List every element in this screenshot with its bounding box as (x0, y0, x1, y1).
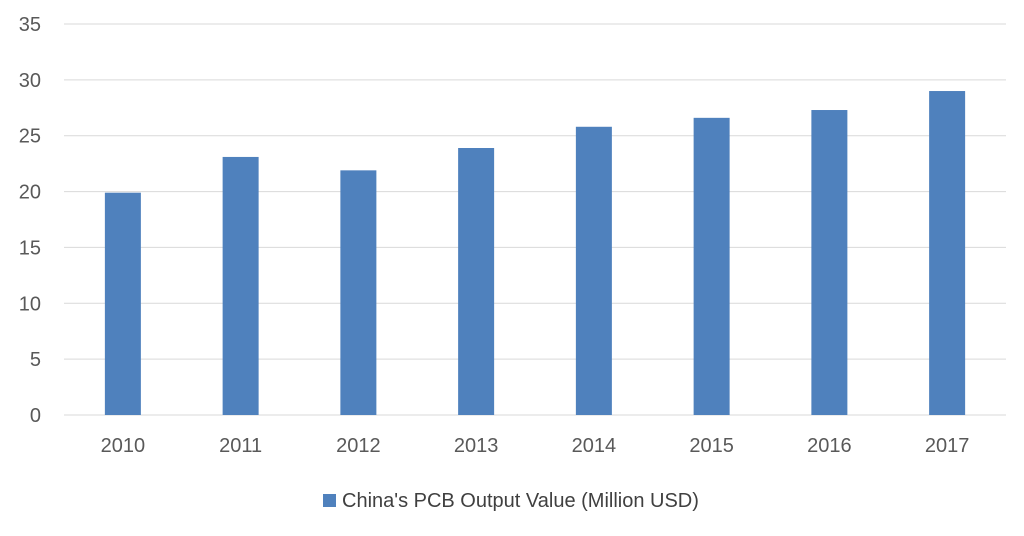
x-tick-label: 2011 (219, 435, 262, 457)
bar-2010[interactable] (104, 192, 141, 415)
y-tick-label: 20 (19, 182, 41, 204)
bar-2015[interactable] (693, 117, 730, 415)
bar-2017[interactable] (929, 91, 966, 416)
x-tick-label: 2014 (572, 435, 617, 457)
y-tick-label: 25 (19, 126, 41, 148)
gridlines (64, 23, 1006, 416)
x-tick-label: 2013 (454, 435, 499, 457)
y-tick-label: 5 (30, 349, 41, 371)
y-tick-label: 15 (19, 237, 41, 259)
bar-2011[interactable] (222, 156, 259, 415)
bar-2014[interactable] (575, 126, 612, 415)
y-tick-label: 10 (19, 293, 41, 315)
x-tick-label: 2015 (689, 435, 734, 457)
x-axis-tick-labels: 2010 2011 2012 2013 2014 2015 2016 2017 (101, 435, 970, 457)
legend-label: China's PCB Output Value (Million USD) (342, 490, 699, 512)
x-tick-label: 2012 (336, 435, 381, 457)
y-tick-label: 0 (30, 405, 41, 427)
x-tick-label: 2017 (925, 435, 970, 457)
x-tick-label: 2016 (807, 435, 852, 457)
y-tick-label: 35 (19, 14, 41, 36)
y-tick-label: 30 (19, 70, 41, 92)
bars (104, 91, 966, 416)
y-axis-tick-labels: 0 5 10 15 20 25 30 35 (19, 14, 41, 427)
bar-2013[interactable] (458, 148, 495, 415)
legend: China's PCB Output Value (Million USD) (323, 490, 699, 512)
legend-swatch (323, 494, 336, 507)
x-tick-label: 2010 (101, 435, 146, 457)
bar-2016[interactable] (811, 110, 848, 416)
bar-2012[interactable] (340, 170, 377, 415)
